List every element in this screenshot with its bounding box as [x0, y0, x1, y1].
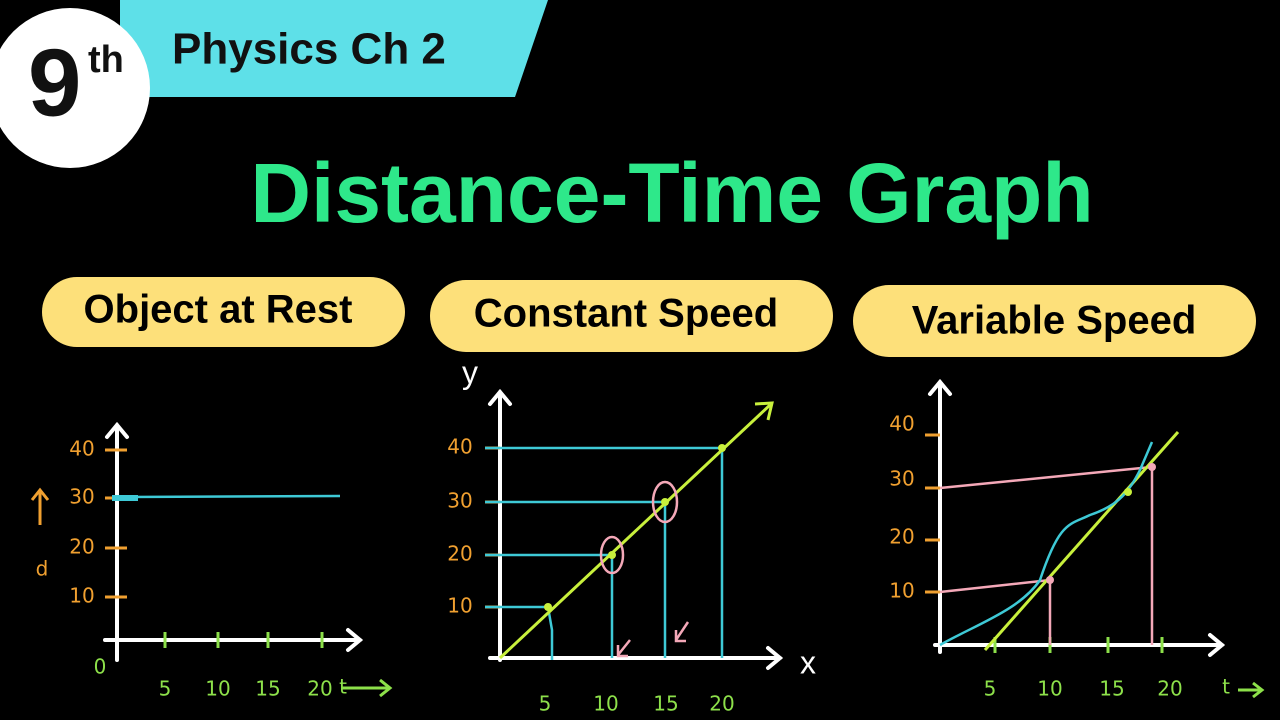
y-tick-label: 10 [447, 594, 472, 618]
graph-variable [925, 378, 1265, 699]
y-axis-label: y [462, 354, 478, 390]
y-tick-label: 10 [889, 579, 914, 603]
badge-suffix: th [88, 39, 124, 81]
badge-number: 9 [28, 29, 81, 136]
x-tick-label: 5 [539, 692, 552, 716]
x-tick-label: 10 [1037, 677, 1062, 701]
pill [853, 285, 1256, 357]
pill [42, 277, 405, 347]
banner-shape [120, 0, 548, 97]
y-tick-label: 30 [889, 467, 914, 491]
y-tick-label: 10 [69, 584, 94, 608]
panel-label: Constant Speed [474, 292, 778, 336]
x-tick-label: 15 [255, 677, 280, 701]
y-tick-label: 20 [889, 525, 914, 549]
y-tick-label: 30 [447, 489, 472, 513]
graph-constant [485, 388, 784, 670]
y-tick-label: 20 [447, 542, 472, 566]
x-axis-label: x [800, 644, 816, 680]
x-tick-label: 5 [159, 677, 172, 701]
title: Distance-Time Graph [250, 146, 1093, 240]
banner-text: Physics Ch 2 [172, 25, 446, 74]
y-tick-label: 30 [69, 485, 94, 509]
x-tick-label: 20 [307, 677, 332, 701]
x-tick-label: 15 [1099, 677, 1124, 701]
x-tick-label: 5 [984, 677, 997, 701]
x-tick-label: 10 [593, 692, 618, 716]
x-tick-label: 10 [205, 677, 230, 701]
x-tick-label: 15 [653, 692, 678, 716]
y-tick-label: 40 [447, 435, 472, 459]
y-axis-label: d [36, 557, 49, 581]
graph-rest [30, 421, 393, 698]
y-tick-label: 20 [69, 535, 94, 559]
panel-label: Variable Speed [912, 299, 1197, 343]
x-axis-label: t [1222, 675, 1230, 699]
x-axis-label: t [339, 675, 347, 699]
x-tick-label: 0 [94, 655, 107, 679]
panel-label: Object at Rest [84, 288, 353, 332]
pill [430, 280, 833, 352]
y-tick-label: 40 [69, 437, 94, 461]
badge-circle [0, 8, 150, 168]
x-tick-label: 20 [1157, 677, 1182, 701]
y-tick-label: 40 [889, 412, 914, 436]
x-tick-label: 20 [709, 692, 734, 716]
